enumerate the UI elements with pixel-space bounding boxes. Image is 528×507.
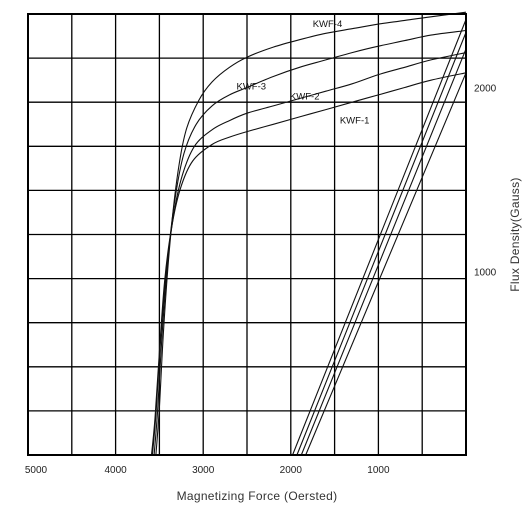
recoil-line-kwf-3 <box>296 32 467 456</box>
series-label-kwf-3: KWF-3 <box>236 81 266 92</box>
curve-kwf-1 <box>150 72 467 456</box>
y-tick-labels: 2000 1000 <box>474 84 497 279</box>
y-tick-label: 1000 <box>474 267 497 278</box>
curves <box>150 11 467 456</box>
recoil-line-kwf-1 <box>305 72 467 456</box>
curve-kwf-2 <box>151 52 467 456</box>
x-tick-label: 5000 <box>25 465 48 476</box>
y-tick-label: 2000 <box>474 84 497 95</box>
series-label-kwf-4: KWF-4 <box>313 19 343 30</box>
x-tick-label: 4000 <box>104 465 127 476</box>
series-label-kwf-2: KWF-2 <box>290 91 320 102</box>
grid <box>28 14 466 455</box>
plot-frame <box>27 13 467 456</box>
x-tick-label: 2000 <box>280 465 303 476</box>
recoil-line-kwf-2 <box>300 48 467 456</box>
x-tick-label: 3000 <box>192 465 215 476</box>
y-axis-title: Flux Density(Gauss) <box>508 177 522 291</box>
x-axis-title: Magnetizing Force (Oersted) <box>177 489 338 503</box>
series-label-kwf-1: KWF-1 <box>340 115 370 126</box>
x-tick-label: 1000 <box>367 465 390 476</box>
curve-kwf-4 <box>155 11 467 456</box>
x-tick-labels: 5000 4000 3000 2000 1000 <box>25 465 390 476</box>
series-labels: KWF-4 KWF-3 KWF-2 KWF-1 <box>236 19 369 126</box>
recoil-line-kwf-4 <box>292 19 467 456</box>
